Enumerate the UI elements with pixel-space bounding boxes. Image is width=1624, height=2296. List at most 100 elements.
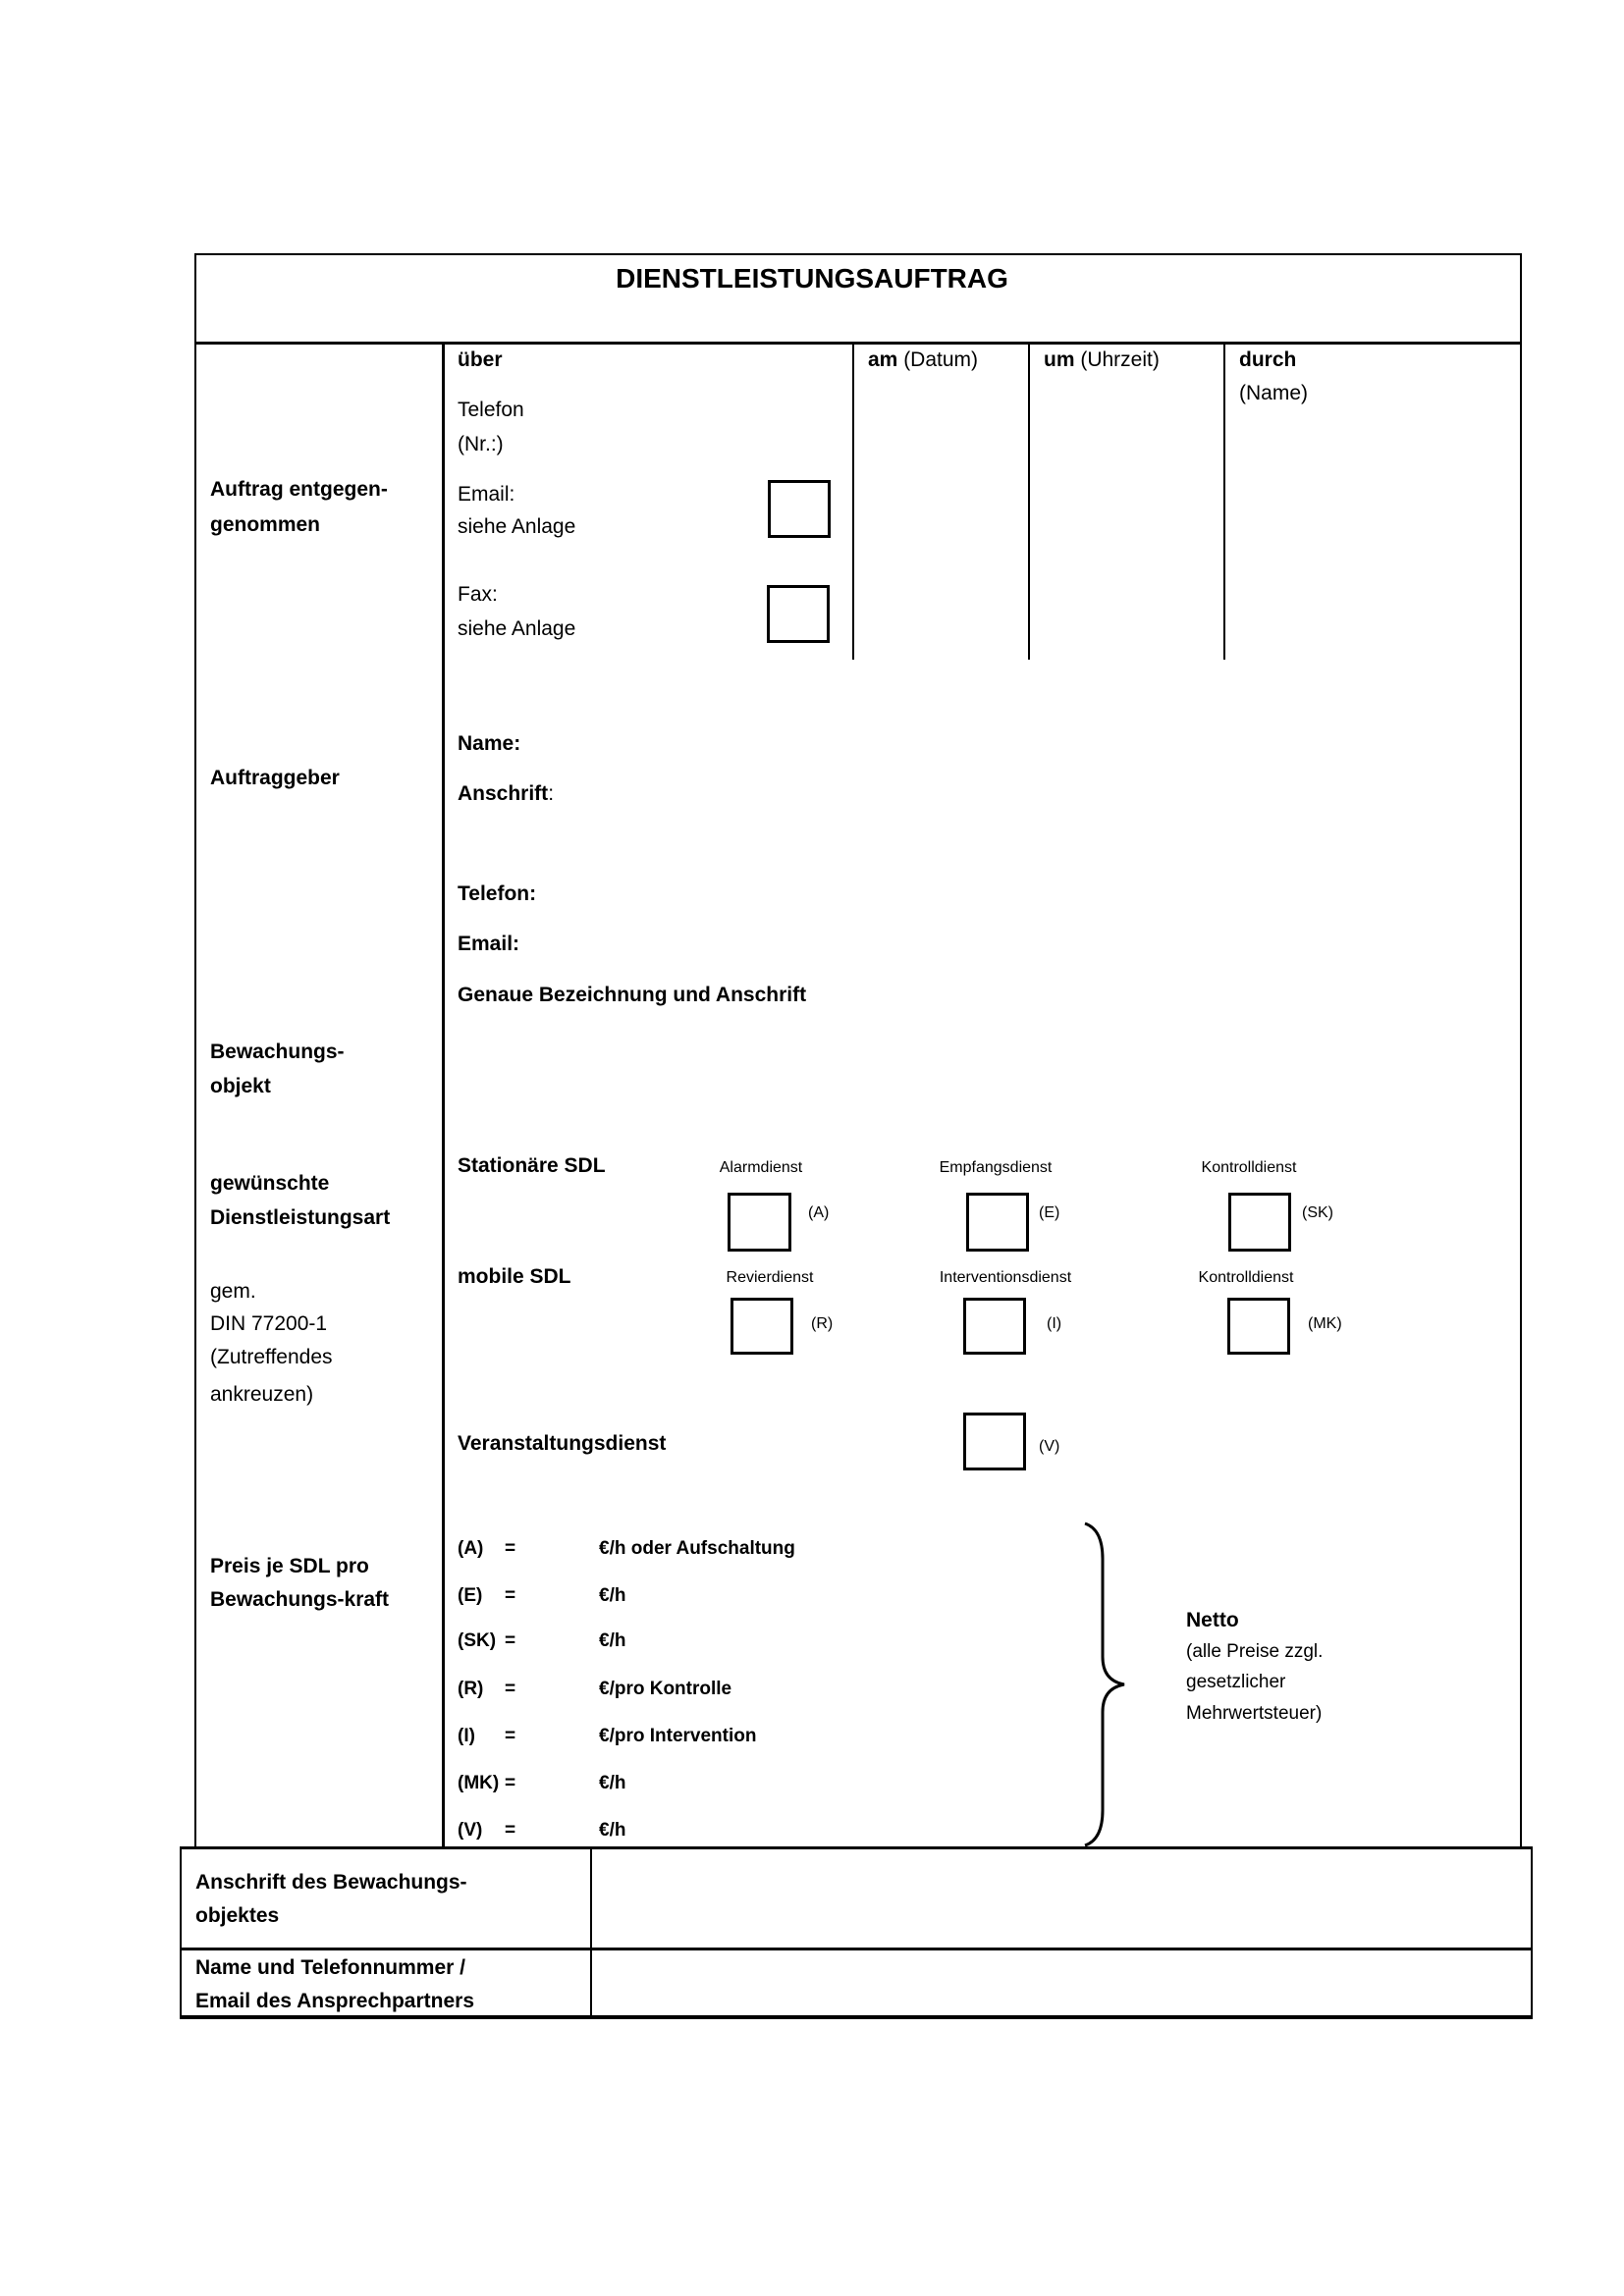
event-service-label: Veranstaltungsdienst <box>458 1432 667 1455</box>
price-row-code: (E) <box>458 1585 483 1606</box>
stationary-sdl-label: Stationäre SDL <box>458 1154 606 1177</box>
price-row-eq: = <box>505 1679 516 1699</box>
option-code: (SK) <box>1302 1204 1333 1221</box>
service-type-note: ankreuzen) <box>210 1383 314 1406</box>
price-row-code: (MK) <box>458 1773 500 1793</box>
object-address-label: Anschrift des Bewachungs- <box>195 1871 467 1894</box>
via-header: über <box>458 348 503 371</box>
fax-checkbox[interactable] <box>767 585 830 643</box>
service-type-note: (Zutreffendes <box>210 1346 333 1368</box>
checkbox-mobile-control[interactable] <box>1227 1298 1290 1355</box>
object-description-field[interactable]: Genaue Bezeichnung und Anschrift <box>458 984 807 1006</box>
price-row-code: (A) <box>458 1538 484 1559</box>
service-type-note: DIN 77200-1 <box>210 1312 328 1335</box>
option-code: (A) <box>808 1204 830 1221</box>
price-row-unit[interactable]: €/h oder Aufschaltung <box>599 1538 795 1559</box>
footer-table-left <box>180 1846 182 2019</box>
frame-right <box>1520 253 1522 1847</box>
option-code: (V) <box>1039 1438 1060 1455</box>
contact-person-field[interactable] <box>593 1950 1530 2015</box>
option-label-intervention: Interventionsdienst <box>939 1269 1072 1286</box>
time-header: um (Uhrzeit) <box>1044 347 1160 373</box>
object-label: Bewachungs- <box>210 1041 345 1063</box>
option-code: (E) <box>1039 1204 1060 1221</box>
option-label-alarm: Alarmdienst <box>719 1159 803 1176</box>
by-header-note: (Name) <box>1239 382 1309 404</box>
email-checkbox[interactable] <box>768 480 831 538</box>
checkbox-patrol[interactable] <box>731 1298 793 1355</box>
client-label: Auftraggeber <box>210 767 340 789</box>
price-row-unit[interactable]: €/h <box>599 1630 626 1651</box>
curly-brace-icon <box>1084 1522 1125 1847</box>
price-row-eq: = <box>505 1820 516 1841</box>
title-divider <box>194 342 1522 345</box>
checkbox-intervention[interactable] <box>963 1298 1026 1355</box>
time-header-rest: (Uhrzeit) <box>1074 348 1160 371</box>
service-type-note: gem. <box>210 1280 256 1303</box>
mobile-sdl-label: mobile SDL <box>458 1265 571 1288</box>
price-row-unit[interactable]: €/h <box>599 1585 626 1606</box>
price-row-unit[interactable]: €/h <box>599 1820 626 1841</box>
price-row-unit[interactable]: €/pro Intervention <box>599 1726 757 1746</box>
date-header-bold: am <box>868 348 898 371</box>
footer-table-bottom <box>180 2015 1533 2019</box>
option-label-patrol: Revierdienst <box>726 1269 814 1286</box>
price-row-unit[interactable]: €/pro Kontrolle <box>599 1679 732 1699</box>
client-address-field[interactable]: Anschrift: <box>458 781 554 807</box>
netto-note: (alle Preise zzgl. <box>1186 1641 1324 1662</box>
client-name-field[interactable]: Name: <box>458 732 521 755</box>
option-code: (I) <box>1047 1315 1062 1332</box>
price-row-eq: = <box>505 1773 516 1793</box>
checkbox-reception[interactable] <box>966 1193 1029 1252</box>
price-label: Preis je SDL pro <box>210 1555 369 1577</box>
client-phone-field[interactable]: Telefon: <box>458 882 537 905</box>
checkbox-event[interactable] <box>963 1413 1026 1470</box>
date-header: am (Datum) <box>868 347 978 373</box>
option-label-reception: Empfangsdienst <box>939 1159 1053 1176</box>
frame-top <box>194 253 1521 255</box>
client-email-field[interactable]: Email: <box>458 933 520 955</box>
price-row-code: (V) <box>458 1820 483 1841</box>
phone-option-label: Telefon <box>458 399 524 421</box>
page-title: DIENSTLEISTUNGSAUFTRAG <box>616 263 1008 294</box>
received-label: Auftrag entgegen- <box>210 478 388 501</box>
phone-option-label: (Nr.:) <box>458 433 504 455</box>
object-address-label: objektes <box>195 1904 280 1927</box>
price-row-code: (SK) <box>458 1630 497 1651</box>
received-label: genommen <box>210 513 321 536</box>
client-address-label: Anschrift <box>458 782 549 805</box>
object-address-field[interactable] <box>593 1849 1530 1948</box>
date-header-rest: (Datum) <box>897 348 979 371</box>
price-row-code: (I) <box>458 1726 475 1746</box>
date-column-divider <box>852 344 854 660</box>
price-row-eq: = <box>505 1585 516 1606</box>
netto-label: Netto <box>1186 1609 1239 1631</box>
object-label: objekt <box>210 1075 271 1097</box>
fax-option-label: siehe Anlage <box>458 617 576 640</box>
time-column-divider <box>1028 344 1030 660</box>
checkbox-stationary-control[interactable] <box>1228 1193 1291 1252</box>
time-header-bold: um <box>1044 348 1075 371</box>
price-row-eq: = <box>505 1726 516 1746</box>
name-column-divider <box>1223 344 1225 660</box>
price-row-code: (R) <box>458 1679 484 1699</box>
price-label: Bewachungs-kraft <box>210 1588 390 1611</box>
price-row-unit[interactable]: €/h <box>599 1773 626 1793</box>
option-code: (R) <box>811 1315 834 1332</box>
option-label-mobile-control: Kontrolldienst <box>1198 1269 1294 1286</box>
footer-table-right <box>1531 1846 1533 2019</box>
email-option-label: Email: <box>458 483 515 506</box>
netto-note: gesetzlicher <box>1186 1672 1286 1692</box>
contact-person-label: Name und Telefonnummer / <box>195 1956 465 1979</box>
fax-option-label: Fax: <box>458 583 498 606</box>
option-label-stationary-control: Kontrolldienst <box>1201 1159 1297 1176</box>
footer-table-top <box>180 1846 1533 1849</box>
option-code: (MK) <box>1308 1315 1342 1332</box>
checkbox-alarm[interactable] <box>728 1193 791 1252</box>
netto-note: Mehrwertsteuer) <box>1186 1703 1323 1724</box>
service-type-label: gewünschte <box>210 1172 330 1195</box>
label-column-divider <box>442 342 445 1847</box>
frame-left <box>194 253 196 1847</box>
by-header: durch <box>1239 348 1297 371</box>
client-address-colon: : <box>548 782 555 805</box>
